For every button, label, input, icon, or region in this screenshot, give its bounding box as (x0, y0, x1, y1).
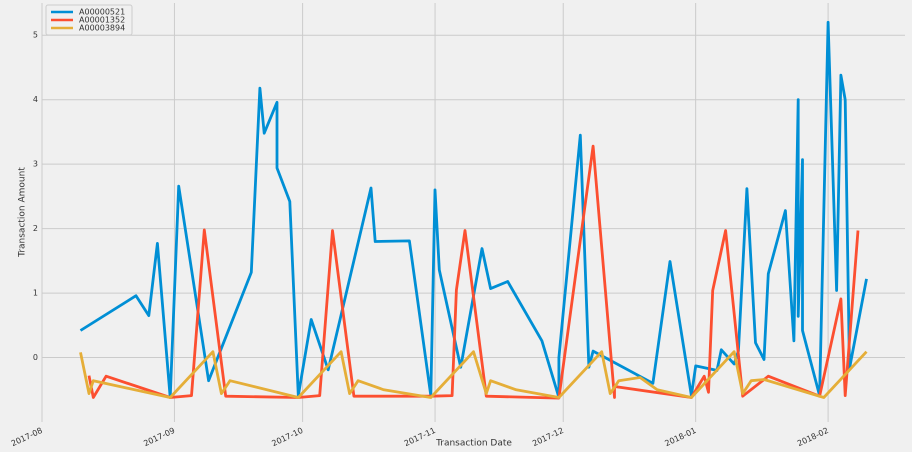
y-tick-label: 0 (33, 353, 38, 362)
legend-label: A00001352 (79, 16, 125, 25)
y-tick-label: 4 (33, 95, 38, 104)
data-line (79, 20, 868, 399)
y-tick-label: 2 (33, 224, 38, 233)
y-tick-label: 1 (33, 289, 38, 298)
data-line (87, 144, 860, 400)
data-line (79, 350, 868, 399)
y-axis-label: Transaction Amount (18, 167, 28, 258)
legend-label: A00003894 (79, 24, 125, 33)
legend-label: A00000521 (79, 8, 125, 17)
x-axis-label: Transaction Date (435, 439, 512, 449)
y-tick-label: 5 (33, 31, 38, 40)
y-tick-label: 3 (33, 160, 38, 169)
